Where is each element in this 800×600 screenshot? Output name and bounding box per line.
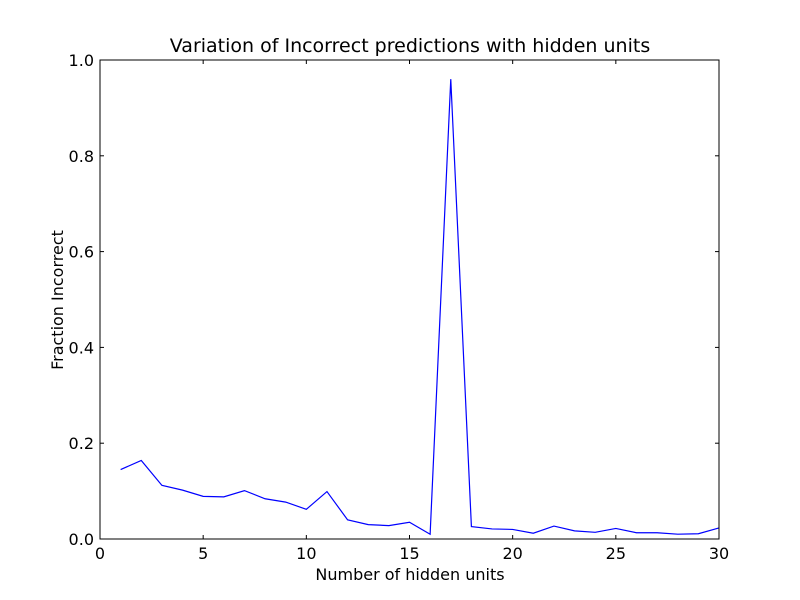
- chart-title: Variation of Incorrect predictions with …: [170, 35, 650, 57]
- x-tick-label: 5: [198, 544, 208, 563]
- x-axis-title: Number of hidden units: [315, 565, 504, 584]
- x-tick-label: 30: [709, 544, 729, 563]
- y-tick-label: 0.8: [69, 147, 94, 166]
- y-tick-label: 0.2: [69, 434, 94, 453]
- x-tick-label: 25: [606, 544, 626, 563]
- series-line-1: [120, 79, 720, 536]
- axes-frame: [99, 59, 720, 540]
- y-tick-label: 0.6: [69, 243, 94, 262]
- plot-area: 0 5 10 15 20 25 30 0.0 0.2 0.4 0.6 0.8 1.0: [69, 51, 730, 563]
- x-tick-label: 20: [502, 544, 522, 563]
- x-tick-label: 10: [296, 544, 316, 563]
- y-tick-label: 0.0: [69, 530, 94, 549]
- x-tick-label: 0: [95, 544, 105, 563]
- x-tick-label: 15: [399, 544, 419, 563]
- y-axis-title: Fraction Incorrect: [48, 230, 67, 370]
- y-tick-label: 0.4: [69, 338, 94, 357]
- y-tick-label: 1.0: [69, 51, 94, 70]
